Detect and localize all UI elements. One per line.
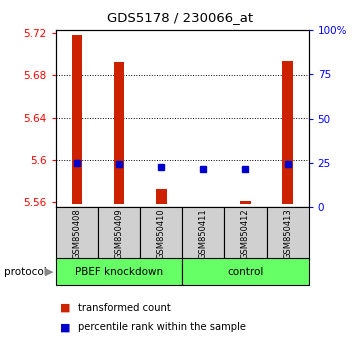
Text: GSM850408: GSM850408 bbox=[73, 208, 82, 259]
Bar bbox=[182, 258, 309, 285]
Bar bbox=[282, 61, 293, 204]
Bar bbox=[266, 207, 309, 260]
Bar bbox=[156, 189, 166, 204]
Bar bbox=[114, 62, 125, 204]
Bar bbox=[56, 258, 182, 285]
Text: GSM850413: GSM850413 bbox=[283, 208, 292, 259]
Text: GSM850412: GSM850412 bbox=[241, 208, 250, 259]
Text: GSM850410: GSM850410 bbox=[157, 208, 166, 259]
Text: GDS5178 / 230066_at: GDS5178 / 230066_at bbox=[108, 11, 253, 24]
Bar bbox=[140, 207, 182, 260]
Text: control: control bbox=[227, 267, 264, 277]
Text: percentile rank within the sample: percentile rank within the sample bbox=[78, 322, 245, 332]
Bar bbox=[56, 207, 98, 260]
Bar bbox=[98, 207, 140, 260]
Text: PBEF knockdown: PBEF knockdown bbox=[75, 267, 163, 277]
Bar bbox=[240, 201, 251, 204]
Bar bbox=[225, 207, 266, 260]
Bar bbox=[72, 35, 82, 204]
Text: ■: ■ bbox=[60, 322, 70, 332]
Text: protocol: protocol bbox=[4, 267, 46, 277]
Text: GSM850411: GSM850411 bbox=[199, 208, 208, 259]
Text: ▶: ▶ bbox=[44, 267, 53, 277]
Bar bbox=[182, 207, 225, 260]
Text: transformed count: transformed count bbox=[78, 303, 170, 313]
Text: ■: ■ bbox=[60, 303, 70, 313]
Text: GSM850409: GSM850409 bbox=[115, 208, 123, 259]
